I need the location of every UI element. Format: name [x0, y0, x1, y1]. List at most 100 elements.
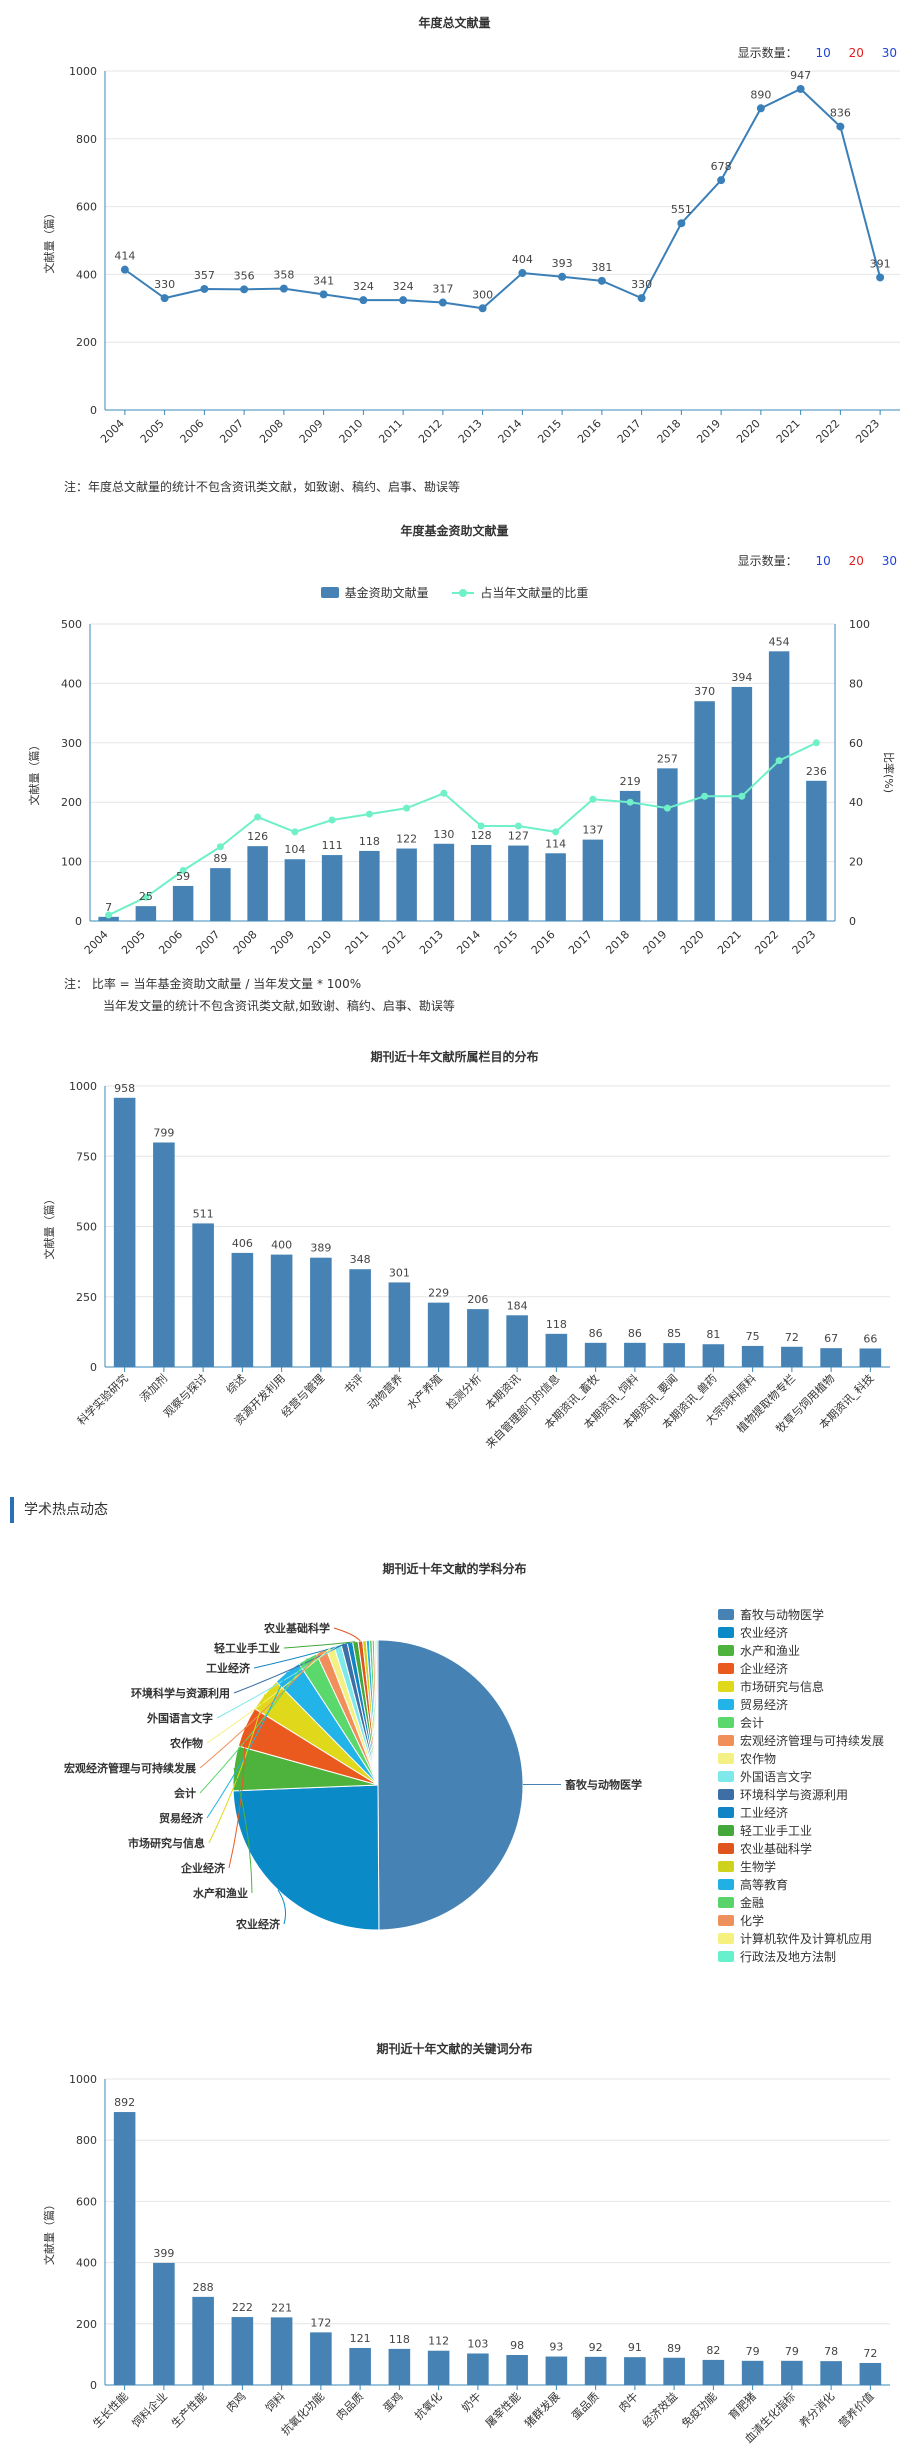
bar — [506, 2355, 528, 2385]
legend-item[interactable]: 工业经济 — [718, 1803, 884, 1821]
pie-label: 会计 — [174, 1786, 196, 1800]
count-20-option[interactable]: 20 — [848, 554, 864, 568]
count-30-option[interactable]: 30 — [881, 554, 897, 568]
pie-label-leader — [277, 1889, 286, 1925]
fund-legend: 基金资助文献量 占当年文献量的比重 — [0, 584, 909, 601]
legend-swatch — [718, 1698, 734, 1710]
bar — [467, 2353, 489, 2385]
bar-data-label: 72 — [785, 1331, 799, 1344]
bar — [781, 2360, 803, 2385]
y2-tick-label: 60 — [849, 737, 863, 750]
legend-swatch — [718, 1950, 734, 1962]
data-point — [120, 265, 129, 274]
bar — [113, 2112, 136, 2385]
bar-data-label: 89 — [213, 852, 227, 865]
legend-item[interactable]: 会计 — [718, 1713, 884, 1731]
bar — [702, 2359, 725, 2385]
fund-bar — [135, 906, 157, 921]
x-tick-label: 肉鸡 — [223, 2389, 248, 2414]
bar — [859, 2362, 882, 2385]
data-label: 404 — [512, 253, 533, 266]
bar-data-label: 103 — [467, 2337, 488, 2350]
data-label: 551 — [671, 203, 692, 216]
legend-item[interactable]: 贸易经济 — [718, 1695, 884, 1713]
legend-item[interactable]: 外国语言文字 — [718, 1767, 884, 1785]
count-20-option[interactable]: 20 — [848, 46, 864, 60]
fund-bar — [470, 844, 492, 921]
legend-item[interactable]: 轻工业手工业 — [718, 1821, 884, 1839]
legend-item[interactable]: 畜牧与动物医学 — [718, 1605, 884, 1623]
fund-bar — [806, 780, 827, 921]
pie-label-leader — [206, 1671, 288, 1819]
legend-label: 高等教育 — [740, 1877, 789, 1892]
data-point — [677, 219, 686, 228]
display-count-fund: 显示数量： 10 20 30 — [738, 552, 897, 569]
count-10-option[interactable]: 10 — [815, 554, 831, 568]
data-point — [876, 273, 885, 282]
ratio-point — [291, 828, 299, 836]
legend-swatch — [718, 1914, 734, 1926]
fund-bar — [172, 885, 194, 921]
pie-label-leader — [333, 1627, 361, 1642]
legend-label: 工业经济 — [740, 1805, 789, 1820]
y-tick-label: 600 — [76, 2195, 97, 2208]
legend-item[interactable]: 生物学 — [718, 1857, 884, 1875]
data-point — [597, 276, 606, 285]
legend-swatch — [718, 1626, 734, 1638]
bar — [741, 1345, 764, 1367]
bar-data-label: 114 — [545, 837, 566, 850]
legend-item[interactable]: 农业经济 — [718, 1623, 884, 1641]
legend-item[interactable]: 金融 — [718, 1893, 884, 1911]
legend-item[interactable]: 计算机软件及计算机应用 — [718, 1929, 884, 1947]
fund-note-line2: 当年发文量的统计不包含资讯类文献,如致谢、稿约、启事、勘误等 — [103, 999, 455, 1013]
x-tick-label: 肉牛 — [616, 2389, 641, 2414]
data-label: 890 — [750, 88, 771, 101]
legend-swatch — [718, 1824, 734, 1836]
legend-item[interactable]: 行政法及地方法制 — [718, 1947, 884, 1965]
ratio-point — [142, 893, 150, 901]
fund-bar — [247, 846, 268, 921]
data-point — [160, 294, 169, 303]
legend-fund-ratio[interactable]: 占当年文献量的比重 — [452, 584, 588, 601]
bar — [113, 1097, 136, 1367]
chart-title-column: 期刊近十年文献所属栏目的分布 — [370, 1050, 539, 1064]
y-tick-label: 200 — [76, 336, 97, 349]
legend-item[interactable]: 宏观经济管理与可持续发展 — [718, 1731, 884, 1749]
bar — [270, 2317, 293, 2385]
data-label: 393 — [552, 257, 573, 270]
legend-item[interactable]: 水产和渔业 — [718, 1641, 884, 1659]
bar-data-label: 121 — [350, 2332, 371, 2345]
legend-swatch — [718, 1896, 734, 1908]
legend-item[interactable]: 环境科学与资源利用 — [718, 1785, 884, 1803]
bar-data-label: 91 — [628, 2341, 642, 2354]
display-count-label: 显示数量： — [737, 46, 798, 60]
legend-item[interactable]: 农作物 — [718, 1749, 884, 1767]
y2-axis-label: 比率(%) — [882, 752, 896, 793]
bar-data-label: 257 — [657, 752, 678, 765]
pie-label-leader — [233, 1643, 345, 1694]
legend-item[interactable]: 化学 — [718, 1911, 884, 1929]
bar-data-label: 118 — [546, 1318, 567, 1331]
legend-item[interactable]: 高等教育 — [718, 1875, 884, 1893]
bar-data-label: 222 — [232, 2301, 253, 2314]
fund-bar — [545, 853, 566, 921]
count-30-option[interactable]: 30 — [881, 46, 897, 60]
y-tick-label: 600 — [76, 201, 97, 214]
data-label: 357 — [194, 269, 215, 282]
data-point — [478, 304, 487, 313]
fund-bar — [359, 850, 380, 921]
y-tick-label: 1000 — [69, 65, 97, 78]
bar — [663, 1343, 685, 1367]
legend-item[interactable]: 农业基础科学 — [718, 1839, 884, 1857]
fund-bar — [694, 701, 715, 921]
legend-item[interactable]: 市场研究与信息 — [718, 1677, 884, 1695]
count-10-option[interactable]: 10 — [815, 46, 831, 60]
legend-item[interactable]: 企业经济 — [718, 1659, 884, 1677]
legend-swatch — [718, 1788, 734, 1800]
data-point — [240, 285, 249, 294]
x-tick-label: 蛋鸡 — [380, 2389, 405, 2414]
legend-fund-bar[interactable]: 基金资助文献量 — [320, 584, 429, 601]
bar — [231, 1252, 254, 1367]
bar — [781, 1346, 803, 1367]
